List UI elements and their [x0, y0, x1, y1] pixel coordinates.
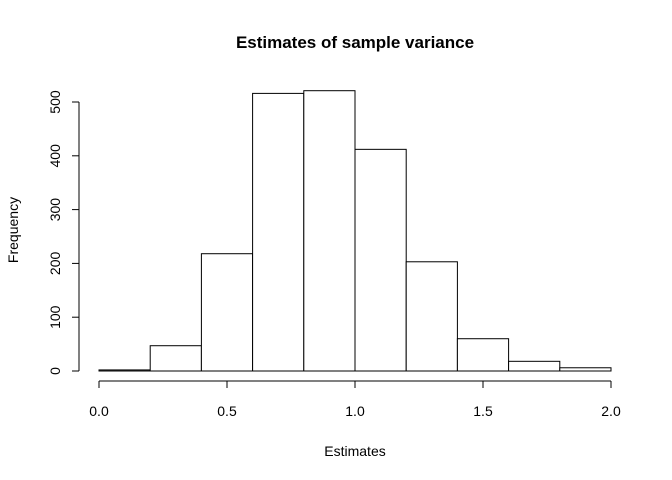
histogram-bar — [456, 338, 510, 372]
histogram-bar — [200, 253, 254, 372]
histogram-bar — [405, 261, 458, 372]
y-tick-label: 400 — [47, 144, 63, 168]
histogram-bar — [98, 369, 151, 372]
x-tick-label: 1.0 — [345, 403, 365, 419]
y-axis-label: Frequency — [5, 197, 21, 263]
histogram-bar — [303, 90, 356, 372]
histogram-bar — [354, 148, 407, 372]
histogram-bar — [508, 360, 561, 372]
x-tick-label: 0.0 — [89, 403, 109, 419]
x-tick-label: 2.0 — [601, 403, 621, 419]
y-tick-label: 200 — [47, 252, 63, 276]
histogram-bar — [559, 367, 612, 372]
histogram-bars — [98, 90, 612, 372]
x-tick-label: 1.5 — [473, 403, 493, 419]
chart-title: Estimates of sample variance — [236, 33, 474, 52]
x-tick-label: 0.5 — [217, 403, 237, 419]
x-axis: 0.0 0.5 1.0 1.5 2.0 — [89, 380, 621, 419]
y-tick-label: 300 — [47, 198, 63, 222]
histogram-bar — [149, 345, 202, 372]
y-tick-label: 100 — [47, 305, 63, 329]
x-axis-label: Estimates — [324, 443, 385, 459]
y-tick-label: 0 — [47, 367, 63, 375]
y-axis: 0 100 200 300 400 500 — [47, 90, 80, 375]
y-tick-label: 500 — [47, 90, 63, 114]
histogram-bar — [252, 92, 305, 372]
